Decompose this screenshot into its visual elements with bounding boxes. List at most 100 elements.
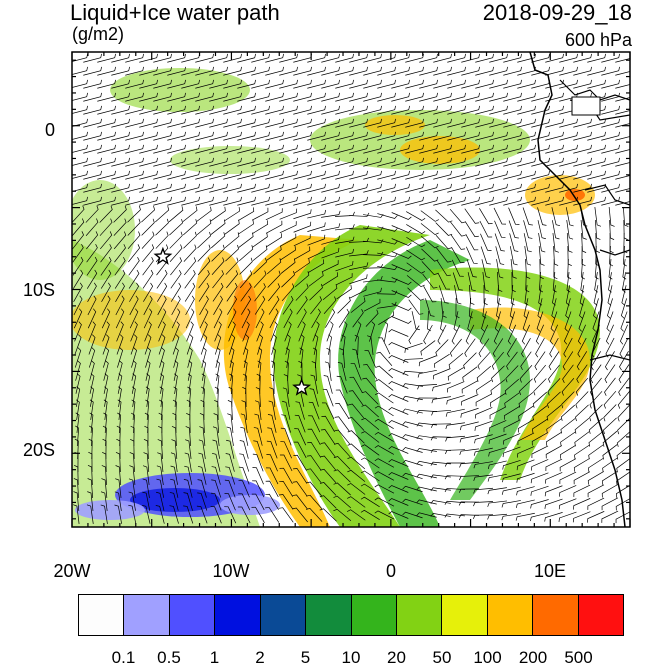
wind-barb (242, 321, 250, 342)
wind-barb (100, 256, 112, 276)
wind-barb (575, 404, 589, 422)
wind-barb (444, 513, 465, 518)
wind-barb (377, 239, 398, 245)
wind-barb (251, 506, 265, 523)
wind-barb (321, 235, 340, 245)
star-marker-1 (153, 246, 173, 265)
wind-barb (465, 324, 475, 345)
wind-barb (292, 494, 308, 510)
wind-barb (185, 439, 192, 459)
wind-barb (102, 425, 107, 447)
wind-barb (321, 66, 340, 76)
wind-barb (281, 414, 291, 433)
wind-barb (195, 105, 214, 115)
wind-barb (489, 170, 508, 180)
wind-barb (563, 337, 573, 358)
wind-barb (590, 364, 602, 384)
wind-barb (423, 324, 433, 345)
lon-label-20w: 20W (53, 561, 91, 581)
wind-barb (531, 432, 548, 446)
wind-barb (269, 387, 276, 407)
wind-barb (333, 482, 351, 496)
wind-barb (72, 218, 85, 237)
wind-barb (467, 272, 476, 292)
wind-barb (489, 157, 508, 167)
wind-barb (267, 270, 281, 288)
wind-barb (448, 352, 464, 369)
wind-barb (72, 170, 88, 179)
wind-barb (309, 283, 323, 301)
wind-barb (310, 296, 322, 315)
wind-barb (545, 144, 564, 154)
wind-barb (573, 458, 590, 472)
wind-barb (139, 131, 158, 141)
wind-barb (536, 311, 544, 332)
wind-barb (363, 92, 382, 102)
wind-barb (153, 118, 172, 128)
wind-barb (172, 334, 180, 355)
wind-barb (298, 321, 306, 342)
wind-barb (433, 53, 452, 63)
wind-barb (322, 284, 338, 301)
wind-barb (195, 196, 214, 206)
wind-barb (587, 511, 605, 523)
wind-barb (461, 131, 480, 141)
wind-barb (363, 144, 382, 154)
wind-barb (603, 390, 617, 409)
wind-barb (228, 321, 236, 342)
wind-barb (321, 210, 341, 218)
wind-barb (438, 285, 449, 304)
wind-barb (447, 170, 466, 180)
wind-barb (268, 400, 276, 420)
wind-barb (153, 92, 172, 102)
wind-barb (141, 231, 155, 249)
wind-barb (460, 421, 479, 431)
wind-barb (307, 183, 326, 193)
wind-barb (215, 347, 221, 368)
wind-barb (406, 236, 426, 248)
wind-barb (501, 513, 521, 521)
wind-barb (450, 221, 466, 237)
wind-barb (223, 144, 242, 154)
wind-barb (391, 303, 412, 311)
wind-barb (223, 157, 242, 167)
wind-barb (293, 92, 312, 102)
wind-barb (293, 468, 308, 484)
wind-barb (223, 92, 242, 102)
wind-barb (111, 131, 130, 141)
wind-barb (601, 484, 618, 498)
wind-barb (100, 491, 108, 511)
wind-barb (139, 196, 158, 206)
wind-barb (451, 324, 461, 345)
wind-barb (97, 183, 116, 193)
wind-barb (157, 439, 163, 460)
wind-barb (349, 144, 368, 154)
wind-barb (519, 378, 533, 396)
wind-barb (335, 248, 354, 258)
wind-barb (293, 209, 312, 220)
wind-barb (334, 416, 350, 432)
wind-barb (226, 439, 235, 459)
wind-barb (350, 297, 366, 313)
wind-barb (185, 426, 191, 447)
wind-barb (517, 66, 536, 76)
wind-barb (435, 235, 452, 250)
wind-barb (559, 471, 577, 484)
wind-barb (577, 337, 587, 358)
wind-barb (72, 231, 84, 250)
wind-barb (142, 478, 150, 498)
wind-barb (183, 244, 197, 262)
wind-barb (115, 282, 125, 302)
wind-barb (280, 427, 292, 446)
wind-barb (587, 170, 606, 180)
wind-barb (169, 218, 183, 236)
wind-barb (559, 157, 578, 167)
wind-barb (184, 452, 192, 472)
wind-barb (306, 468, 322, 484)
wind-barb (210, 219, 226, 235)
wind-barb (186, 334, 194, 355)
wind-barb (86, 504, 94, 524)
wind-barb (322, 402, 335, 420)
wind-barb (475, 79, 494, 89)
wind-barb (239, 257, 253, 275)
